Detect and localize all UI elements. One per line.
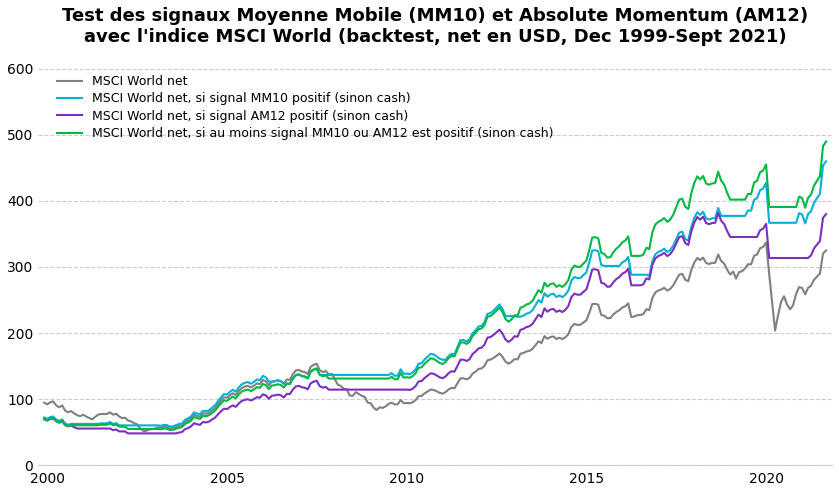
Title: Test des signaux Moyenne Mobile (MM10) et Absolute Momentum (AM12)
avec l'indice: Test des signaux Moyenne Mobile (MM10) e… xyxy=(62,7,808,46)
Line: MSCI World net: MSCI World net xyxy=(44,243,826,431)
Line: MSCI World net, si au moins signal MM10 ou AM12 est positif (sinon cash): MSCI World net, si au moins signal MM10 … xyxy=(44,141,826,430)
Legend: MSCI World net, MSCI World net, si signal MM10 positif (sinon cash), MSCI World : MSCI World net, MSCI World net, si signa… xyxy=(52,70,559,145)
Line: MSCI World net, si signal MM10 positif (sinon cash): MSCI World net, si signal MM10 positif (… xyxy=(44,161,826,426)
Line: MSCI World net, si signal AM12 positif (sinon cash): MSCI World net, si signal AM12 positif (… xyxy=(44,213,826,433)
